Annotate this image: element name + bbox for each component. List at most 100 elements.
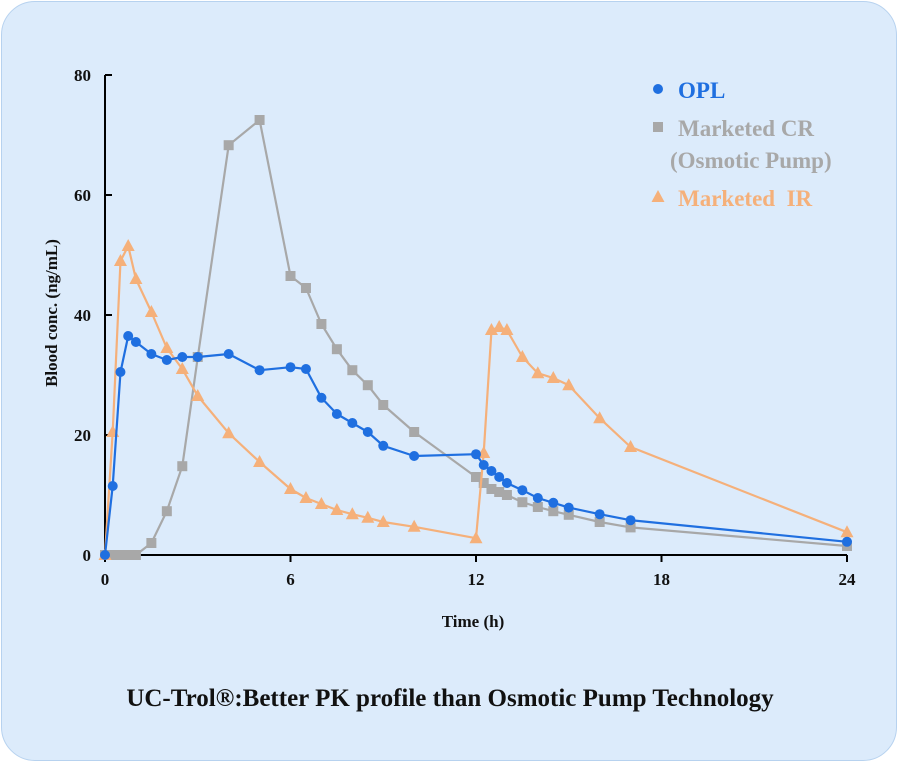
y-tick-label: 40 (74, 306, 91, 325)
data-point-marketed-cr (563, 509, 574, 520)
data-point-marketed-cr (362, 380, 373, 391)
data-point-marketed-ir (562, 378, 576, 391)
data-point-opl (161, 355, 172, 365)
data-point-marketed-cr (177, 461, 188, 472)
data-point-marketed-cr (146, 538, 157, 548)
data-point-marketed-ir (840, 525, 854, 538)
series-layer (98, 115, 854, 560)
data-point-marketed-cr (594, 517, 605, 527)
legend: OPL Marketed CR (Osmotic Pump) Marketed IR (651, 78, 832, 211)
data-point-marketed-ir (191, 389, 205, 401)
data-point-marketed-ir (546, 371, 560, 383)
series-marketed-ir (98, 239, 854, 560)
data-point-marketed-ir (531, 366, 545, 379)
data-point-opl (625, 515, 636, 526)
data-point-opl (130, 337, 141, 347)
data-point-opl (594, 509, 605, 520)
data-point-marketed-ir (121, 239, 135, 251)
data-point-marketed-cr (532, 502, 543, 512)
data-point-opl (123, 331, 134, 341)
data-point-marketed-ir (469, 531, 483, 544)
x-tick-label: 24 (839, 570, 857, 589)
data-point-marketed-cr (471, 472, 481, 482)
data-point-marketed-cr (517, 497, 528, 508)
x-tick-label: 6 (286, 570, 295, 589)
data-point-marketed-ir (624, 440, 638, 452)
series-marketed-cr (100, 115, 852, 560)
data-point-opl (378, 440, 389, 451)
data-point-opl (486, 466, 497, 476)
data-point-marketed-cr (254, 115, 265, 125)
data-point-marketed-cr (115, 550, 126, 560)
data-point-marketed-ir (345, 507, 359, 520)
data-point-marketed-ir (407, 519, 421, 532)
legend-marker-marketed-cr (653, 122, 663, 132)
data-point-opl (548, 497, 559, 508)
data-point-opl (115, 367, 126, 377)
legend-label-marketed-ir: Marketed IR (678, 186, 813, 211)
data-point-opl (842, 536, 852, 547)
data-point-opl (471, 449, 481, 460)
y-tick-label: 20 (74, 426, 91, 445)
legend-label-marketed-cr: (Osmotic Pump) (670, 148, 832, 173)
legend-entry-opl: OPL (653, 78, 725, 103)
data-point-marketed-ir (129, 272, 143, 284)
x-tick-label: 12 (468, 570, 485, 589)
data-point-marketed-cr (409, 427, 420, 437)
legend-label-opl: OPL (678, 78, 725, 103)
data-point-marketed-ir (361, 510, 375, 523)
data-point-opl (223, 349, 234, 359)
data-point-marketed-ir (330, 503, 344, 515)
y-tick-label: 60 (74, 186, 91, 205)
data-point-marketed-cr (130, 550, 141, 560)
series-line-marketed-ir (103, 244, 848, 556)
data-point-marketed-ir (492, 320, 506, 332)
x-tick-label: 0 (101, 570, 110, 589)
data-point-opl (254, 365, 265, 376)
data-point-marketed-ir (144, 305, 158, 317)
y-axis-title: Blood conc. (ng/mL) (42, 239, 61, 387)
data-point-opl (494, 472, 505, 482)
data-point-marketed-cr (300, 283, 311, 293)
data-point-marketed-cr (501, 490, 512, 500)
data-point-marketed-cr (486, 484, 497, 494)
data-point-marketed-ir (253, 455, 267, 467)
data-point-marketed-ir (284, 482, 297, 494)
data-point-marketed-cr (494, 487, 505, 497)
data-point-marketed-cr (107, 550, 118, 560)
data-point-marketed-ir (299, 491, 313, 503)
data-point-marketed-cr (223, 140, 234, 151)
data-point-opl (192, 352, 203, 362)
caption: UC-Trol®:Better PK profile than Osmotic … (126, 685, 774, 712)
data-point-opl (100, 550, 110, 560)
data-point-opl (331, 409, 342, 419)
data-point-marketed-cr (123, 550, 134, 560)
data-point-opl (532, 493, 543, 503)
x-axis-title: Time (h) (442, 612, 505, 631)
data-point-opl (107, 481, 118, 491)
data-point-opl (563, 502, 574, 513)
legend-entry-marketed-cr: Marketed CR (Osmotic Pump) (653, 116, 832, 173)
data-point-marketed-ir (593, 411, 607, 424)
y-tick-label: 0 (83, 546, 92, 565)
data-point-marketed-ir (160, 341, 174, 353)
data-point-opl (300, 364, 311, 374)
data-point-opl (517, 485, 528, 496)
series-opl (100, 331, 852, 560)
data-point-marketed-ir (175, 362, 189, 374)
axes: 0 6 12 18 24 0 20 40 60 80 (74, 66, 856, 589)
data-point-opl (409, 451, 420, 461)
data-point-marketed-ir (113, 254, 127, 266)
data-point-marketed-ir (515, 350, 529, 362)
data-point-marketed-ir (500, 323, 514, 335)
data-point-opl (177, 352, 188, 362)
y-tick-label: 80 (74, 66, 91, 85)
data-point-opl (501, 478, 512, 488)
legend-marker-opl (653, 84, 663, 94)
data-point-marketed-cr (331, 344, 342, 355)
legend-entry-marketed-ir: Marketed IR (651, 186, 813, 211)
data-point-opl (146, 349, 157, 359)
data-point-opl (316, 392, 327, 403)
